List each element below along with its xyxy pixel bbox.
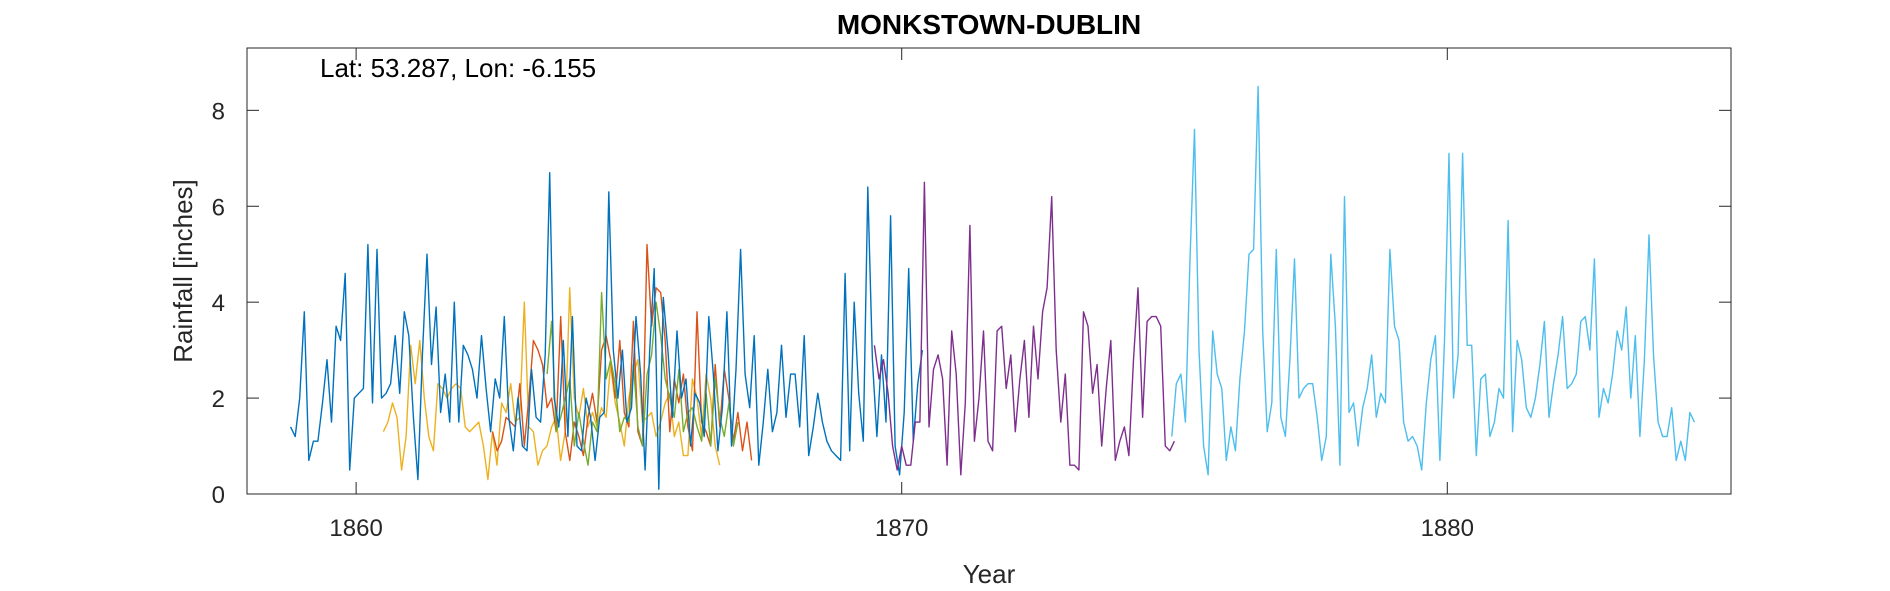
plot-frame bbox=[246, 47, 1732, 495]
series-line-6 bbox=[1171, 85, 1696, 476]
series-line-5 bbox=[873, 181, 1176, 476]
chart-title: MONKSTOWN-DUBLIN bbox=[837, 9, 1141, 40]
plot-background bbox=[247, 48, 1731, 494]
tick-labels: 1860 1870 1880 0 2 4 6 8 bbox=[212, 98, 1474, 542]
location-annotation: Lat: 53.287, Lon: -6.155 bbox=[320, 53, 596, 83]
series-line-2 bbox=[491, 243, 753, 462]
y-tick-label: 4 bbox=[212, 290, 225, 317]
y-tick-label: 8 bbox=[212, 98, 225, 125]
series-line-4 bbox=[289, 171, 924, 490]
y-tick-label: 0 bbox=[212, 482, 225, 509]
x-axis-label: Year bbox=[963, 559, 1016, 589]
series-layer bbox=[289, 85, 1696, 490]
x-tick-label: 1870 bbox=[875, 515, 928, 542]
y-tick-label: 6 bbox=[212, 194, 225, 221]
axis-ticks bbox=[247, 48, 1731, 495]
y-axis-label: Rainfall [inches] bbox=[168, 179, 198, 363]
y-tick-label: 2 bbox=[212, 386, 225, 413]
x-tick-label: 1860 bbox=[329, 515, 382, 542]
x-tick-label: 1880 bbox=[1421, 515, 1474, 542]
